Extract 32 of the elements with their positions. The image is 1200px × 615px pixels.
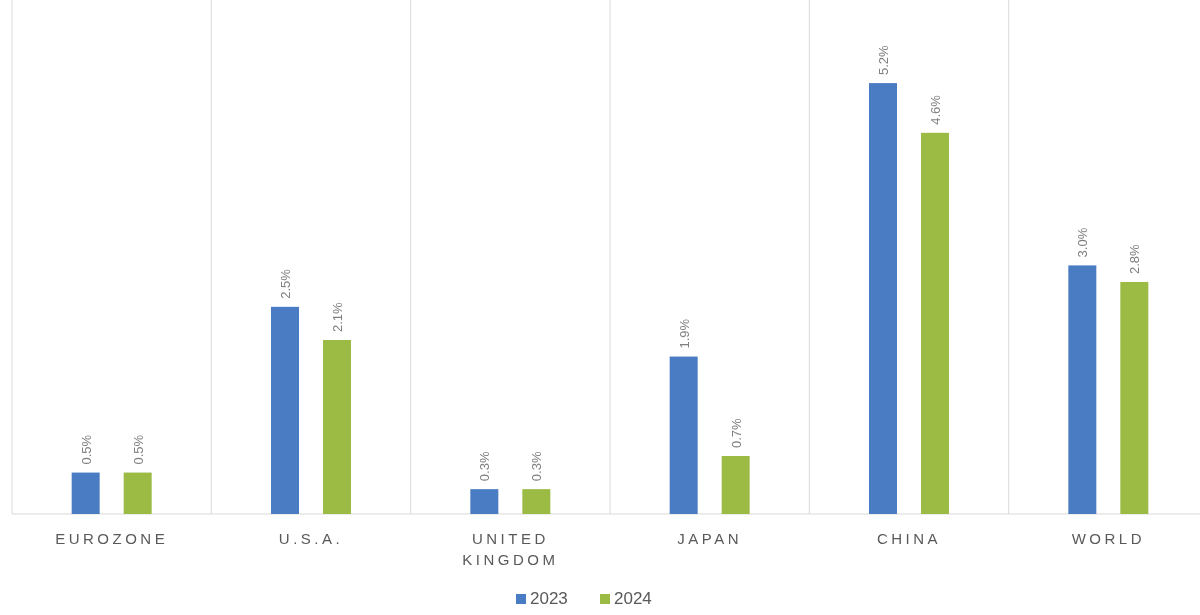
data-label: 0.3% (477, 451, 493, 482)
bar (669, 356, 698, 514)
legend-label: 2024 (614, 589, 652, 608)
data-label: 5.2% (876, 45, 891, 76)
bar (123, 472, 152, 514)
data-label: 4.6% (928, 94, 943, 125)
data-label: 0.7% (728, 417, 744, 448)
data-label: 0.3% (529, 451, 545, 482)
x-tick-label: UNITED KINGDOM (462, 530, 559, 568)
data-label: 3.0% (1075, 227, 1091, 258)
x-tick-label: WORLD (1071, 530, 1146, 547)
bar (470, 489, 499, 514)
bar (271, 306, 299, 514)
data-label: 2.1% (330, 301, 345, 332)
bar (921, 132, 949, 514)
bar (71, 472, 100, 514)
bar (721, 455, 750, 514)
legend-label: 2023 (530, 589, 568, 608)
x-tick-label: EUROZONE (55, 530, 169, 547)
data-label: 2.8% (1127, 243, 1143, 274)
bar (323, 339, 351, 514)
bar (869, 83, 897, 514)
x-tick-label: U.S.A. (278, 530, 344, 547)
bar (1068, 265, 1097, 514)
x-tick-label: JAPAN (677, 530, 743, 547)
bar (522, 489, 551, 514)
bar (1120, 281, 1149, 514)
data-label: 0.5% (78, 434, 94, 465)
x-tick-label: CHINA (876, 530, 942, 547)
data-label: 0.5% (130, 434, 146, 465)
data-label: 2.5% (278, 268, 293, 299)
data-label: 1.9% (676, 318, 692, 349)
